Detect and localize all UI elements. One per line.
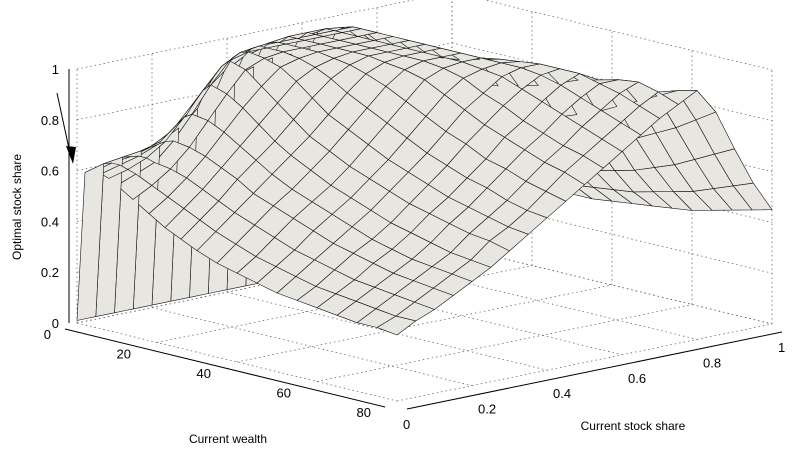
y-tick-label: 0.8 [703,355,721,370]
surface-mesh [76,26,773,336]
x-tick-label: 0 [44,327,51,342]
x-axis-label: Current wealth [189,432,267,446]
leftwall-grid-z [76,245,453,324]
x-axis-line [64,328,386,408]
y-tick-label: 0.2 [478,402,496,417]
floor-grid-y [226,291,548,371]
y-tick-label: 0 [403,417,410,432]
backwall-grid-z [451,245,773,325]
floor-grid-x [236,284,613,363]
z-tick-label: 1 [52,62,59,77]
leftwall-grid-z [76,42,453,121]
x-tick-label: 80 [357,405,371,420]
backwall-grid-z [451,42,773,122]
surface-cell [76,163,105,321]
floor-grid-y [76,322,398,402]
tick-labels: 0 20 40 60 80 0 0.2 0.4 0.6 0.8 1 0 0.2 0.4 0.6 0.8 1 [41,62,785,432]
y-tick-label: 1 [778,340,785,355]
z-tick-label: 0.8 [41,113,59,128]
y-axis-line [406,331,783,410]
floor-grid-x [156,265,533,343]
axes [64,69,783,410]
floor-grid-x [396,323,773,402]
annotation-arrow [56,92,76,164]
floor-grid-y [151,307,473,386]
leftwall-grid-z [76,0,415,70]
x-tick-label: 60 [277,386,291,401]
z-tick-label: 0.2 [41,265,59,280]
x-tick-label: 20 [117,347,131,362]
floor-grid-x [316,304,693,382]
z-tick-label: 0.6 [41,164,59,179]
y-tick-label: 0.6 [628,371,646,386]
y-axis-label: Current stock share [581,419,686,433]
z-tick-label: 0.4 [41,214,59,229]
y-tick-label: 0.4 [553,386,571,401]
z-axis-label: Optimal stock share [10,154,24,260]
z-tick-label: 0 [52,316,59,331]
x-tick-label: 40 [197,366,211,381]
backwall-grid-z [483,0,773,71]
